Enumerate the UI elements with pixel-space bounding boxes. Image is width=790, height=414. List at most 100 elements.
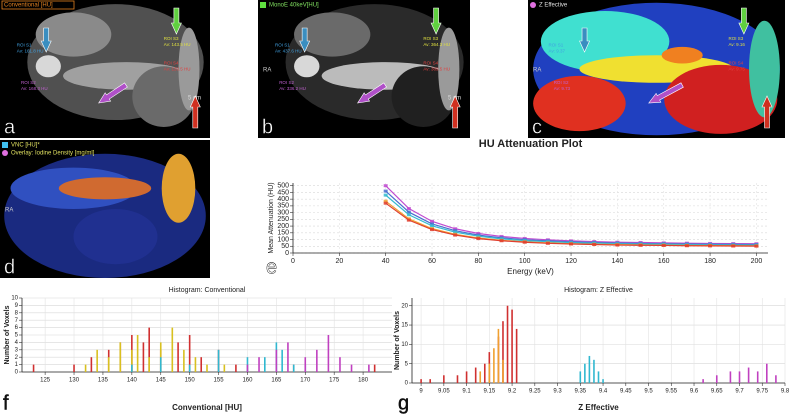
data-point [406,218,411,222]
data-point [638,243,643,247]
anatomy [664,64,778,134]
panel-letter: g [398,392,409,414]
header-swatch [2,142,8,148]
x-tick-label: 9.75 [756,389,768,395]
y-tick-label: 15 [401,323,408,329]
x-tick-label: 155 [214,378,225,384]
x-tick-label: 125 [40,378,51,384]
y-tick-label: 1 [15,362,19,368]
roi-name: ROI S3 [164,36,179,41]
orientation-label: RA [5,208,13,214]
x-tick-label: 130 [69,378,80,384]
data-point [661,243,666,247]
chart: HU Attenuation Plot050100150200250300350… [266,138,768,278]
chart-title: HU Attenuation Plot [479,138,583,150]
y-tick-label: 20 [401,303,408,309]
x-tick-label: 145 [156,378,167,384]
data-point [406,210,411,214]
y-tick-label: 2 [15,355,19,361]
x-tick-label: 160 [242,378,253,384]
x-tick-label: 20 [335,258,343,265]
roi-value: Av: 143.5 HU [164,42,191,47]
arrow [761,95,773,129]
roi-name: ROI S2 [279,80,294,85]
data-point [476,231,481,235]
y-tick-label: 5 [405,361,409,367]
y-tick-label: 0 [15,370,19,376]
panel-header: VNC [HU]* [11,143,40,149]
y-tick-label: 200 [277,223,289,230]
orientation-label: RA [533,68,541,74]
plot-area [412,298,785,383]
anatomy [161,153,196,223]
x-tick-label: 9.6 [690,389,699,395]
data-point [453,233,458,237]
data-point [383,199,388,203]
roi-value: Av: 168.3 HU [21,86,48,91]
x-tick-label: 200 [751,258,763,265]
panel-header: MonoE 40keV[HU] [269,3,319,9]
data-point [383,189,388,193]
x-tick-label: 9.45 [620,389,632,395]
orientation-label: RA [263,68,271,74]
anatomy [749,20,780,118]
header-swatch [2,150,8,156]
data-point [731,244,736,248]
panel-letter: f [3,392,9,414]
y-tick-label: 400 [277,196,289,203]
x-tick-label: 80 [474,258,482,265]
x-tick-label: 40 [382,258,390,265]
roi-value: Av: 150.5 HU [164,67,191,72]
data-point [430,228,435,232]
anatomy [533,75,626,132]
anatomy [58,177,152,200]
x-tick-label: 9.8 [781,389,790,395]
arrow [98,82,128,104]
chart-title: Histogram: Conventional [169,287,246,294]
data-point [476,234,481,238]
anatomy [73,209,158,265]
arrow [357,82,387,104]
x-tick-label: 0 [291,258,295,265]
y-tick-label: 10 [401,342,408,348]
arrow [738,7,750,35]
arrow [189,95,201,129]
roi-value: Av: 161.8 HU [17,49,44,54]
header-swatch [530,2,536,8]
x-tick-label: 180 [704,258,716,265]
roi-name: ROI S3 [423,36,438,41]
x-tick-label: 170 [300,378,311,384]
data-point [383,184,388,188]
x-axis-title: Conventional [HU] [172,403,242,412]
x-tick-label: 180 [358,378,369,384]
panel-header: Z Effective [539,3,568,9]
roi-value: Av: 9.75 [728,67,745,72]
roi-name: ROI S1 [549,43,564,48]
y-tick-label: 8 [15,310,19,316]
panel-header: Conventional [HU] [4,3,53,9]
x-tick-label: 9.35 [574,389,586,395]
y-tick-label: 9 [15,303,19,309]
anatomy [294,12,371,57]
x-axis-title: Z Effective [578,403,619,412]
x-tick-label: 9.4 [599,389,608,395]
y-tick-label: 450 [277,189,289,196]
y-tick-label: 150 [277,230,289,237]
data-point [453,227,458,231]
roi-name: ROI S2 [554,80,569,85]
y-tick-label: 6 [15,325,19,331]
arrow [579,27,591,53]
x-tick-label: 9.2 [508,389,517,395]
data-point [406,213,411,217]
arrow [430,7,442,35]
roi-value: Av: 369.5 HU [423,67,450,72]
roi-name: ROI S4 [423,61,438,66]
roi-name: ROI S2 [21,80,36,85]
arrow [449,95,461,129]
anatomy [294,55,320,78]
roi-value: Av: 364.3 HU [423,42,450,47]
data-point [522,240,527,244]
